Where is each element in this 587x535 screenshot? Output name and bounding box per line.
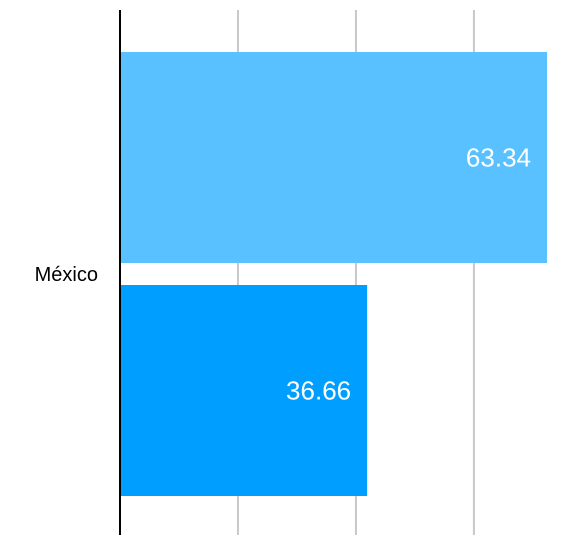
bars — [120, 52, 547, 496]
value-label-series-1: 63.34 — [466, 143, 531, 173]
labels: México 63.34 36.66 — [35, 143, 531, 406]
bar-series-1 — [120, 52, 547, 263]
value-label-series-2: 36.66 — [286, 376, 351, 406]
category-label-mexico: México — [35, 264, 98, 286]
bar-series-2 — [120, 285, 368, 496]
